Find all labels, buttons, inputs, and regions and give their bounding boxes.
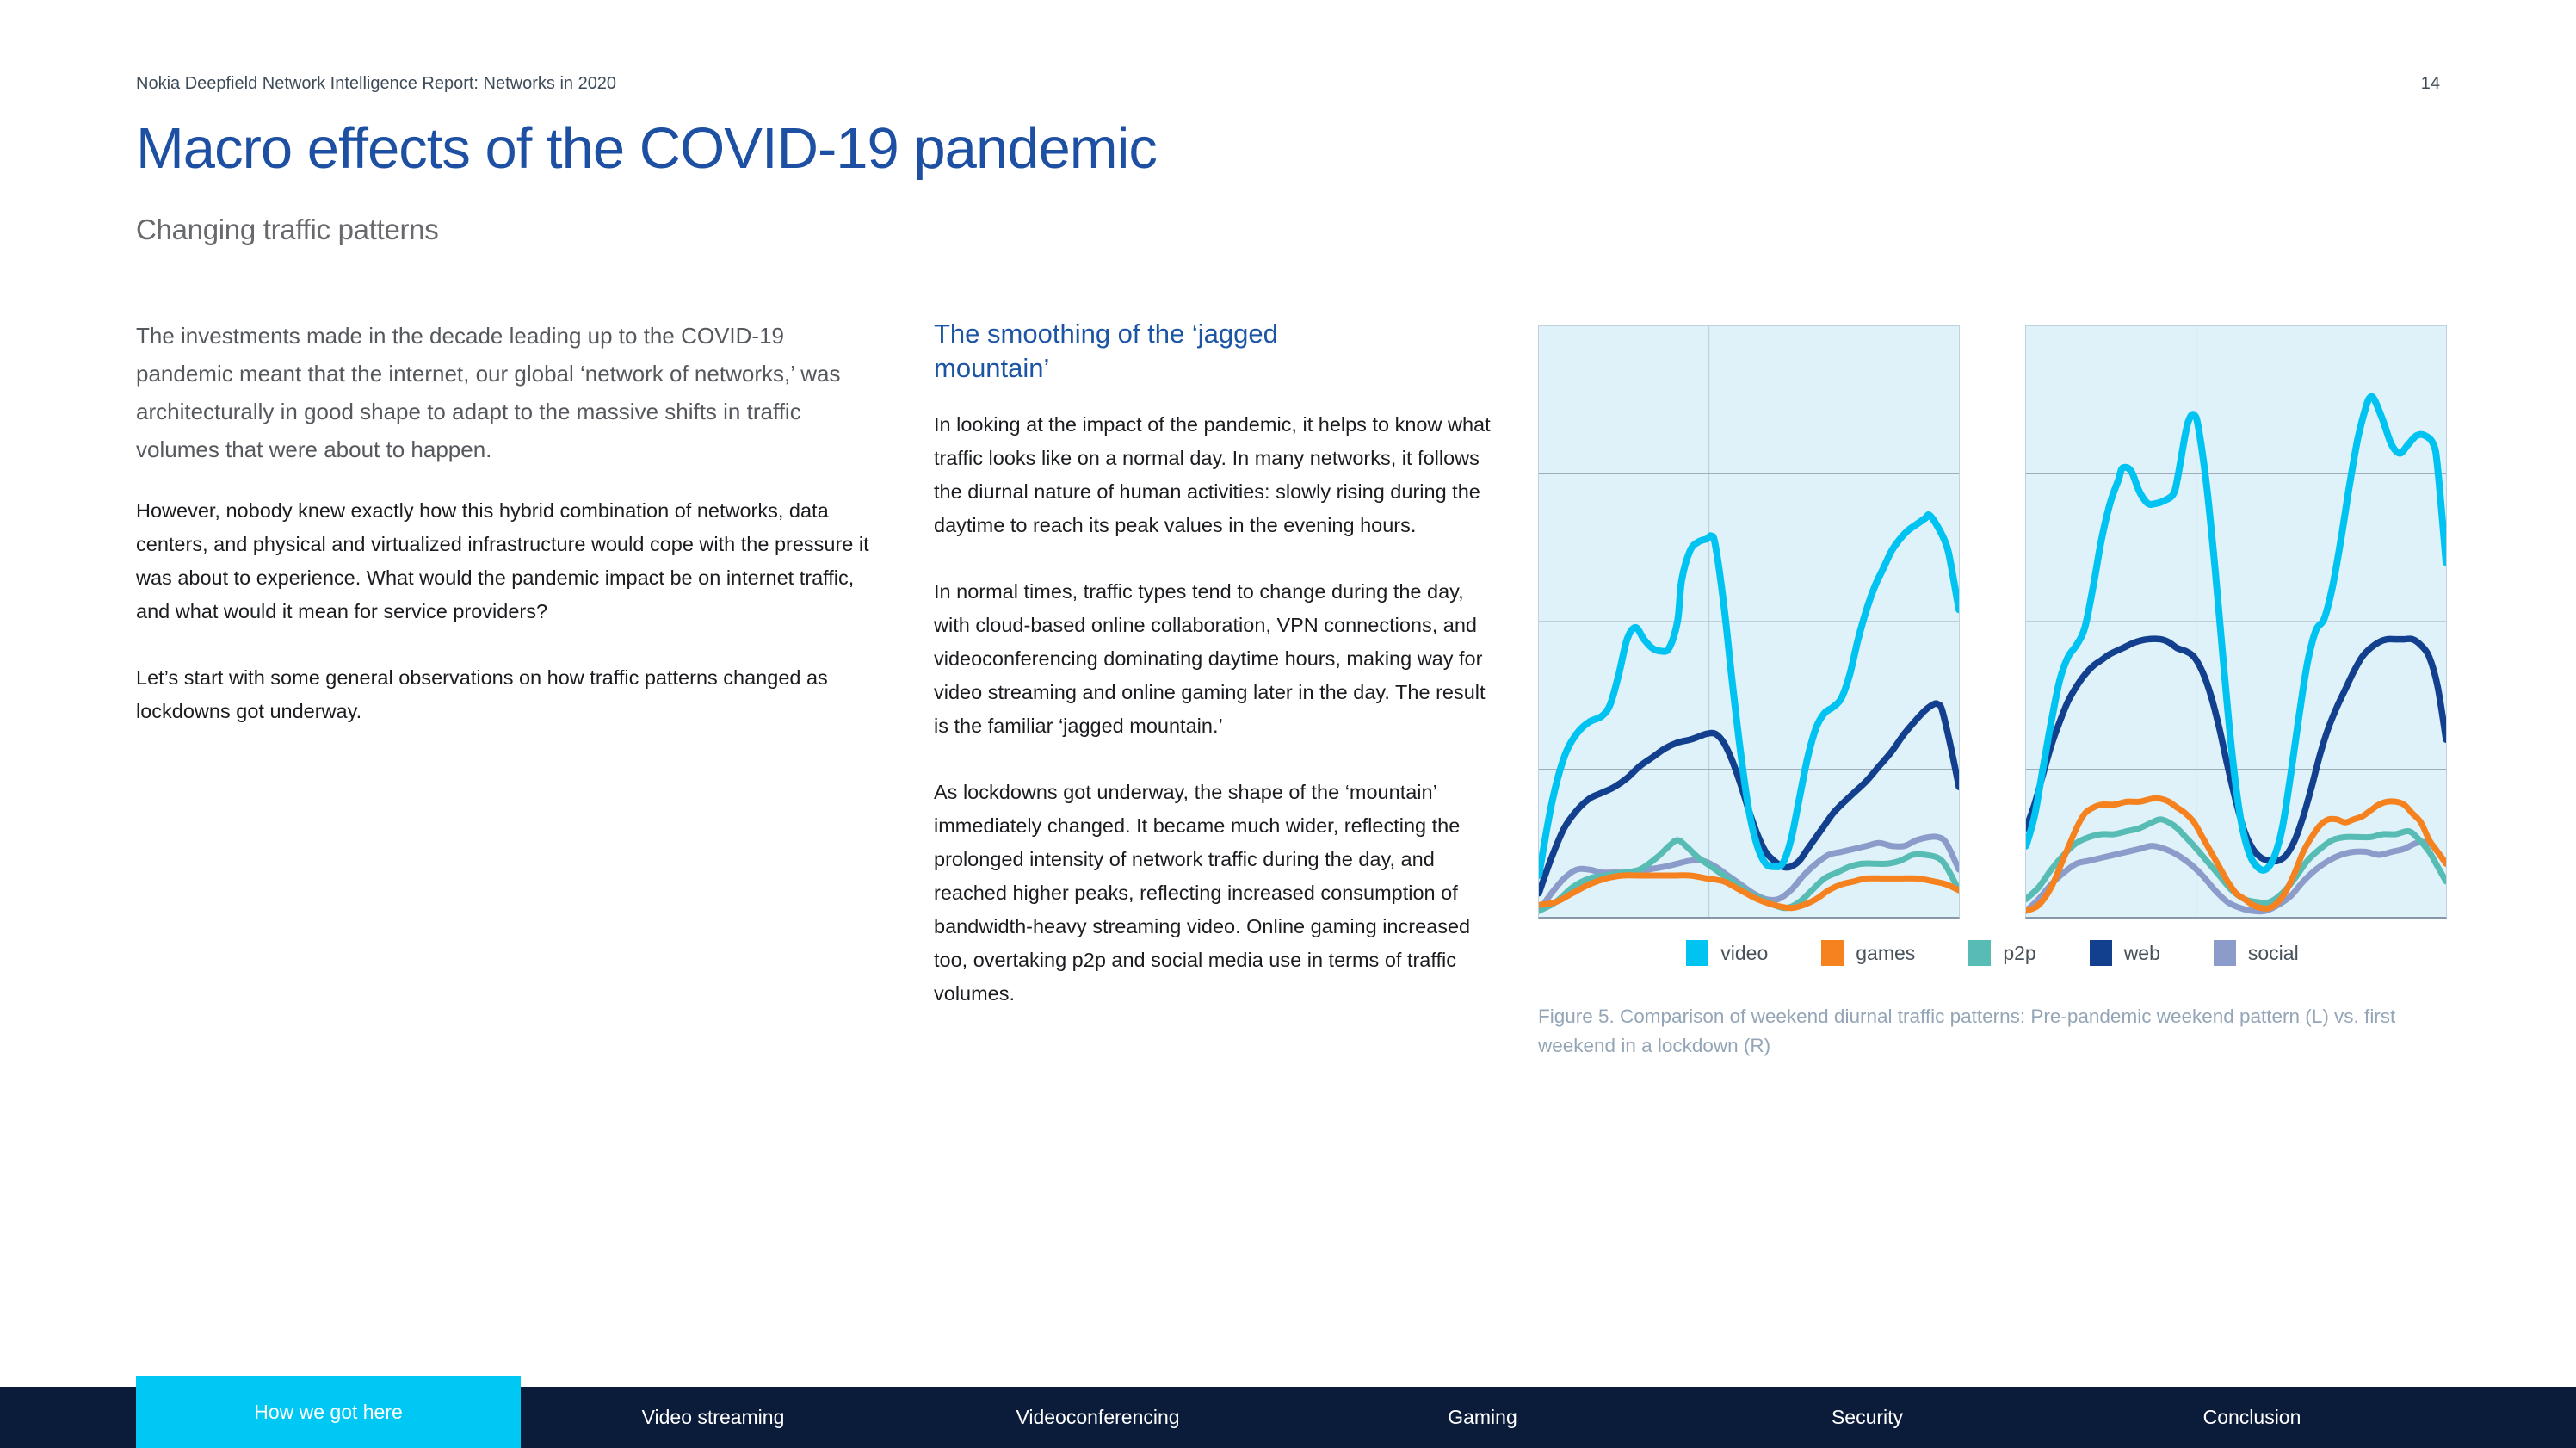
section-heading: The smoothing of the ‘jagged mountain’ [934, 319, 1278, 383]
legend-item-video: video [1686, 940, 1768, 966]
series-line-video [2026, 397, 2446, 870]
page-header: Nokia Deepfield Network Intelligence Rep… [136, 74, 2440, 94]
lead-paragraph: The investments made in the decade leadi… [136, 323, 841, 462]
legend-item-social: social [2213, 940, 2299, 966]
nav-item-how-we-got-here[interactable]: How we got here [136, 1376, 521, 1448]
series-line-video [1539, 515, 1959, 876]
body-paragraph: However, nobody knew exactly how this hy… [136, 499, 869, 622]
nav-item-conclusion[interactable]: Conclusion [2202, 1406, 2301, 1428]
left-column: The investments made in the decade leadi… [136, 317, 869, 761]
bottom-nav: How we got here Video streaming Videocon… [0, 1376, 2576, 1448]
figure-5: video games p2p web social Figure 5. Com… [1538, 325, 2447, 1080]
chart-row [1538, 325, 2447, 919]
legend-swatch-games [1821, 940, 1844, 966]
figure-caption: Figure 5. Comparison of weekend diurnal … [1538, 1006, 2396, 1056]
nav-item-security[interactable]: Security [1831, 1406, 1904, 1428]
legend-label: games [1856, 941, 1916, 964]
middle-column: The smoothing of the ‘jagged mountain’ I… [934, 317, 1492, 1043]
legend-swatch-p2p [1968, 940, 1992, 966]
body-paragraph: In looking at the impact of the pandemic… [934, 413, 1491, 536]
series-line-web [1539, 703, 1959, 893]
body-paragraph: As lockdowns got underway, the shape of … [934, 781, 1471, 1005]
chart-right-panel [2025, 325, 2447, 919]
series-line-social [2026, 842, 2446, 912]
legend-label: video [1720, 941, 1769, 964]
chart-legend: video games p2p web social [1538, 940, 2447, 966]
chart-right-svg [2026, 326, 2446, 917]
nav-item-gaming[interactable]: Gaming [1448, 1406, 1517, 1428]
legend-item-games: games [1821, 940, 1915, 966]
body-paragraph: Let’s start with some general observatio… [136, 666, 828, 722]
series-line-web [2026, 639, 2446, 861]
legend-label: p2p [2003, 941, 2036, 964]
legend-item-p2p: p2p [1968, 940, 2036, 966]
legend-label: social [2247, 941, 2299, 964]
page-subtitle: Changing traffic patterns [136, 213, 439, 245]
body-paragraph: In normal times, traffic types tend to c… [934, 580, 1486, 737]
nav-item-videoconferencing[interactable]: Videoconferencing [1016, 1406, 1180, 1428]
legend-label: web [2123, 941, 2160, 964]
legend-swatch-social [2213, 940, 2236, 966]
report-header-text: Nokia Deepfield Network Intelligence Rep… [136, 74, 617, 93]
page-title: Macro effects of the COVID-19 pandemic [136, 116, 1158, 181]
chart-left-panel [1538, 325, 1960, 919]
series-line-games [2026, 798, 2446, 911]
series-line-games [1539, 876, 1959, 908]
nav-item-video-streaming[interactable]: Video streaming [641, 1406, 785, 1428]
bottom-nav-row: How we got here Video streaming Videocon… [136, 1376, 2576, 1448]
page-number: 14 [2420, 74, 2440, 93]
chart-left-svg [1539, 326, 1959, 917]
legend-swatch-web [2089, 940, 2112, 966]
legend-swatch-video [1686, 940, 1709, 966]
legend-item-web: web [2089, 940, 2160, 966]
